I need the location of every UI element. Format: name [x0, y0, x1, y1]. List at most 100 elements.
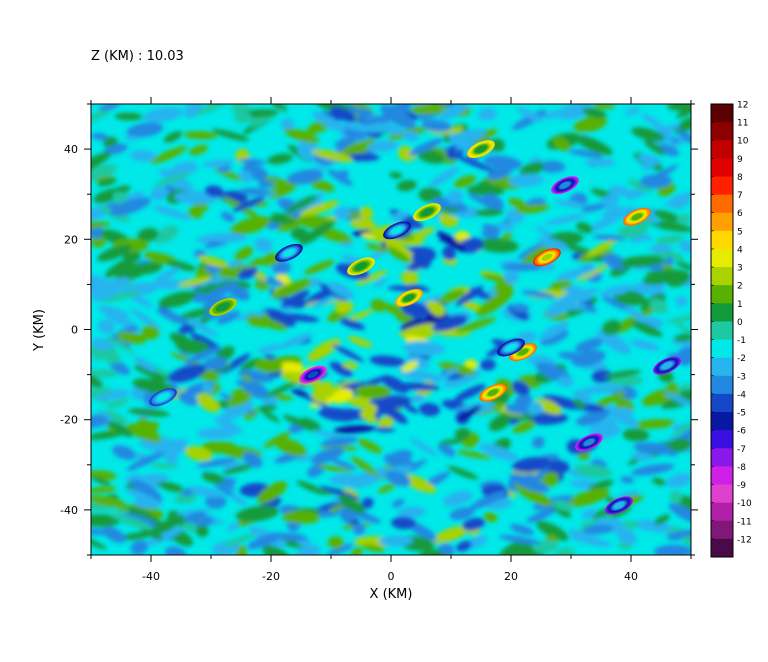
field-blob: [518, 331, 537, 342]
feature-ring: [631, 213, 643, 221]
colorbar-label: 10: [737, 137, 749, 147]
field-blob: [350, 218, 377, 230]
field-blob: [257, 404, 277, 412]
field-blob: [291, 389, 309, 397]
field-blob: [655, 234, 685, 245]
field-blob: [132, 262, 163, 275]
field-blob: [568, 529, 609, 547]
field-blob: [377, 483, 396, 494]
field-blob: [232, 196, 266, 212]
field-blob: [381, 375, 409, 394]
field-blob: [619, 255, 664, 268]
y-axis: -40 -20 0 20 40: [60, 103, 698, 556]
colorbar-label: 3: [737, 264, 743, 274]
colorbar-label: 1: [737, 300, 743, 310]
field-blob: [602, 205, 623, 220]
field-blob: [432, 321, 447, 331]
field-blob: [91, 514, 120, 528]
colorbar-swatch: [711, 285, 733, 304]
field-blob: [675, 261, 691, 271]
field-blob: [545, 297, 577, 317]
field-blob: [97, 244, 132, 262]
field-blob: [678, 240, 691, 253]
field-blob: [367, 140, 399, 153]
field-blob: [630, 452, 654, 461]
field-blob: [511, 457, 552, 473]
field-blob: [540, 330, 569, 346]
feature-ring: [541, 253, 553, 261]
field-blob: [112, 445, 136, 460]
field-blob: [641, 387, 679, 407]
field-blob: [640, 164, 679, 187]
field-blob: [592, 234, 627, 241]
colorbar-label: -4: [737, 390, 746, 400]
field-blob: [226, 392, 253, 407]
field-blob: [151, 279, 186, 290]
field-blob: [352, 522, 366, 536]
field-blob: [295, 545, 321, 555]
field-blob: [560, 242, 595, 255]
field-blob: [362, 403, 377, 418]
field-blob: [676, 130, 691, 145]
colorbar-label: -11: [737, 517, 752, 527]
field-blob: [454, 427, 471, 441]
field-blob: [312, 111, 346, 133]
field-blob: [102, 526, 126, 543]
field-blob: [398, 382, 440, 391]
colorbar-label: -1: [737, 336, 746, 346]
field-blob: [329, 474, 369, 487]
field-blob: [319, 485, 361, 500]
field-blob: [377, 416, 394, 429]
field-blob: [126, 122, 164, 138]
field-blob: [391, 211, 409, 221]
field-blob: [168, 363, 207, 383]
field-blob: [454, 230, 470, 242]
colorbar: 1211109876543210-1-2-3-4-5-6-7-8-9-10-11…: [710, 101, 752, 558]
field-blob: [469, 288, 491, 300]
field-blob: [93, 348, 117, 361]
field-blob: [307, 338, 341, 362]
field-blob: [674, 117, 691, 134]
field-blob: [457, 405, 482, 422]
field-blob: [354, 384, 392, 399]
field-blob: [631, 127, 665, 142]
field-blob: [446, 190, 464, 204]
field-blob: [173, 191, 217, 205]
field-blob: [184, 445, 213, 462]
field-blob: [98, 305, 130, 319]
field-blob: [133, 365, 165, 380]
field-blob: [150, 186, 169, 201]
field-blob: [392, 499, 405, 508]
field-blob: [169, 438, 188, 448]
field-blob: [360, 115, 394, 125]
feature-ring: [391, 226, 403, 235]
field-blob: [114, 112, 143, 121]
x-axis: -40 -20 0 20 40: [90, 97, 692, 583]
field-blob: [299, 200, 340, 217]
field-blob: [642, 274, 671, 285]
field-blob: [391, 516, 416, 530]
field-blob: [464, 359, 478, 369]
field-blob: [455, 317, 497, 333]
field-blob: [281, 510, 321, 524]
field-blob: [264, 381, 299, 398]
field-blob: [239, 158, 267, 165]
field-blob: [319, 283, 348, 302]
field-blob: [280, 118, 295, 131]
field-blob: [369, 355, 406, 367]
field-blob: [498, 534, 541, 545]
field-blob: [279, 313, 320, 322]
feature-ring: [559, 181, 571, 189]
field-blob: [130, 149, 156, 162]
field-blob: [145, 527, 183, 546]
field-blob: [488, 414, 511, 432]
field-blob: [216, 310, 241, 325]
field-blob: [91, 274, 110, 287]
field-blob: [469, 490, 508, 510]
field-blob: [402, 131, 419, 142]
plot-area: [91, 104, 691, 555]
colorbar-swatch: [711, 430, 733, 449]
field-blob: [299, 219, 336, 246]
colorbar-swatch: [711, 502, 733, 522]
